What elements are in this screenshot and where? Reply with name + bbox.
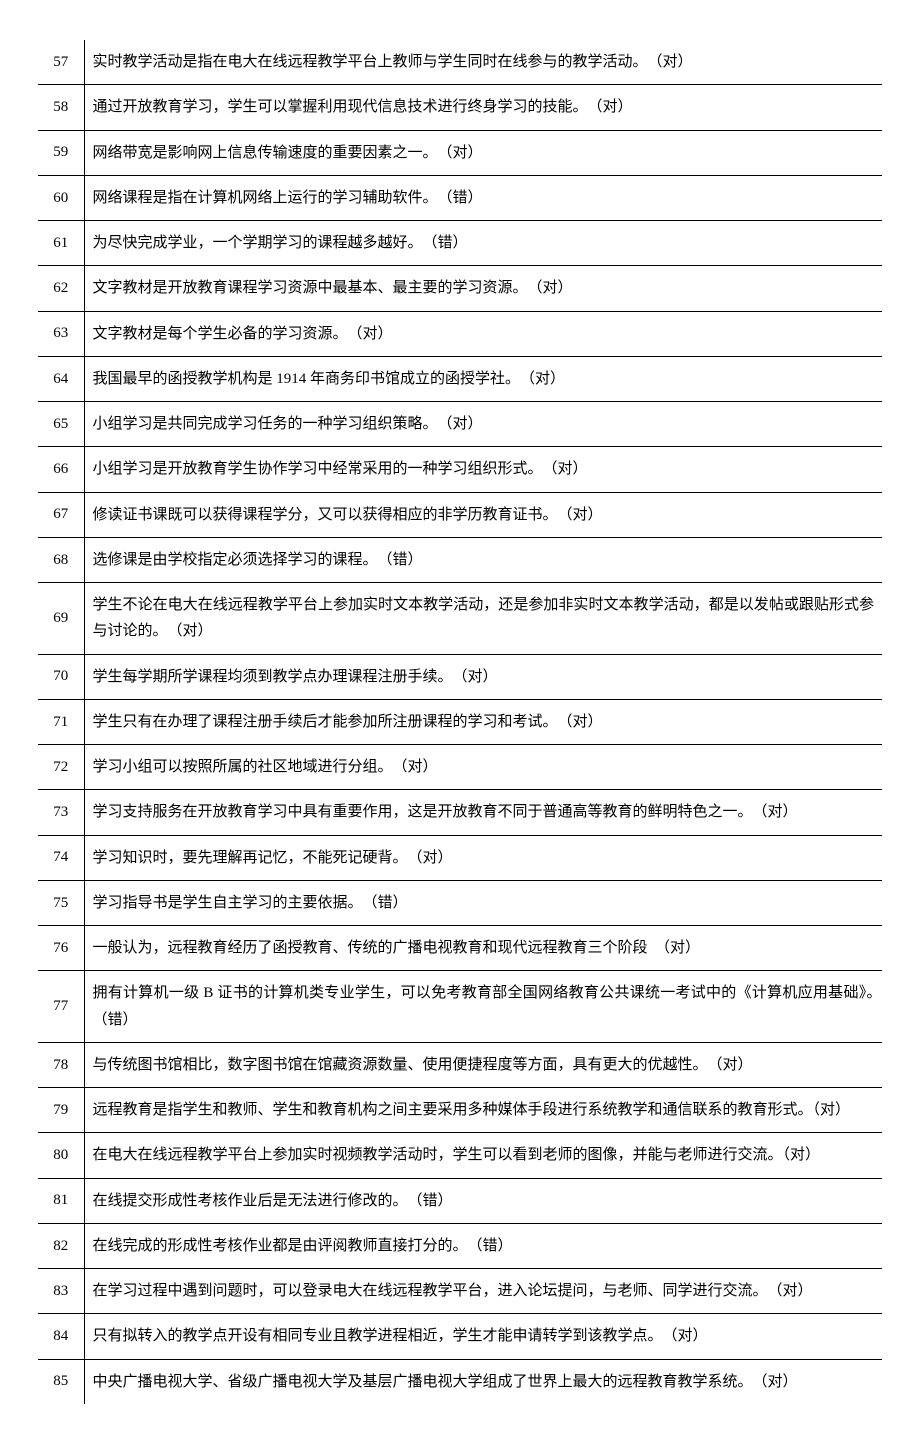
row-number: 67 [38, 492, 84, 537]
table-row: 63文字教材是每个学生必备的学习资源。 （对） [38, 311, 882, 356]
row-number: 69 [38, 583, 84, 655]
row-text: 远程教育是指学生和教师、学生和教育机构之间主要采用多种媒体手段进行系统教学和通信… [84, 1088, 882, 1133]
table-row: 75学习指导书是学生自主学习的主要依据。 （错） [38, 880, 882, 925]
table-row: 61为尽快完成学业，一个学期学习的课程越多越好。 （错） [38, 221, 882, 266]
row-text: 在线提交形成性考核作业后是无法进行修改的。 （错） [84, 1178, 882, 1223]
table-row: 64我国最早的函授教学机构是 1914 年商务印书馆成立的函授学社。 （对） [38, 356, 882, 401]
question-table: 57实时教学活动是指在电大在线远程教学平台上教师与学生同时在线参与的教学活动。 … [38, 40, 882, 1404]
row-number: 84 [38, 1314, 84, 1359]
row-number: 61 [38, 221, 84, 266]
table-row: 76一般认为，远程教育经历了函授教育、传统的广播电视教育和现代远程教育三个阶段 … [38, 926, 882, 971]
row-text: 学生不论在电大在线远程教学平台上参加实时文本教学活动，还是参加非实时文本教学活动… [84, 583, 882, 655]
row-number: 60 [38, 175, 84, 220]
row-text: 学生每学期所学课程均须到教学点办理课程注册手续。 （对） [84, 654, 882, 699]
row-text: 学习小组可以按照所属的社区地域进行分组。 （对） [84, 745, 882, 790]
row-text: 学生只有在办理了课程注册手续后才能参加所注册课程的学习和考试。 （对） [84, 699, 882, 744]
row-number: 81 [38, 1178, 84, 1223]
table-row: 65小组学习是共同完成学习任务的一种学习组织策略。 （对） [38, 402, 882, 447]
table-row: 73学习支持服务在开放教育学习中具有重要作用，这是开放教育不同于普通高等教育的鲜… [38, 790, 882, 835]
table-row: 85中央广播电视大学、省级广播电视大学及基层广播电视大学组成了世界上最大的远程教… [38, 1359, 882, 1404]
row-number: 78 [38, 1042, 84, 1087]
table-row: 82在线完成的形成性考核作业都是由评阅教师直接打分的。 （错） [38, 1223, 882, 1268]
table-row: 68选修课是由学校指定必须选择学习的课程。 （错） [38, 537, 882, 582]
row-number: 74 [38, 835, 84, 880]
row-number: 58 [38, 85, 84, 130]
row-number: 63 [38, 311, 84, 356]
table-row: 84只有拟转入的教学点开设有相同专业且教学进程相近，学生才能申请转学到该教学点。… [38, 1314, 882, 1359]
row-number: 70 [38, 654, 84, 699]
row-text: 文字教材是每个学生必备的学习资源。 （对） [84, 311, 882, 356]
row-text: 在线完成的形成性考核作业都是由评阅教师直接打分的。 （错） [84, 1223, 882, 1268]
row-number: 83 [38, 1269, 84, 1314]
row-text: 中央广播电视大学、省级广播电视大学及基层广播电视大学组成了世界上最大的远程教育教… [84, 1359, 882, 1404]
row-number: 68 [38, 537, 84, 582]
row-number: 66 [38, 447, 84, 492]
table-row: 81在线提交形成性考核作业后是无法进行修改的。 （错） [38, 1178, 882, 1223]
table-row: 66小组学习是开放教育学生协作学习中经常采用的一种学习组织形式。 （对） [38, 447, 882, 492]
row-number: 73 [38, 790, 84, 835]
row-number: 82 [38, 1223, 84, 1268]
row-text: 文字教材是开放教育课程学习资源中最基本、最主要的学习资源。 （对） [84, 266, 882, 311]
table-row: 72学习小组可以按照所属的社区地域进行分组。 （对） [38, 745, 882, 790]
row-text: 修读证书课既可以获得课程学分，又可以获得相应的非学历教育证书。 （对） [84, 492, 882, 537]
row-text: 在学习过程中遇到问题时，可以登录电大在线远程教学平台，进入论坛提问，与老师、同学… [84, 1269, 882, 1314]
row-number: 85 [38, 1359, 84, 1404]
row-number: 59 [38, 130, 84, 175]
row-text: 一般认为，远程教育经历了函授教育、传统的广播电视教育和现代远程教育三个阶段 （对… [84, 926, 882, 971]
table-row: 74学习知识时，要先理解再记忆，不能死记硬背。 （对） [38, 835, 882, 880]
table-row: 77拥有计算机一级 B 证书的计算机类专业学生，可以免考教育部全国网络教育公共课… [38, 971, 882, 1043]
row-number: 80 [38, 1133, 84, 1178]
row-text: 学习知识时，要先理解再记忆，不能死记硬背。 （对） [84, 835, 882, 880]
row-text: 通过开放教育学习，学生可以掌握利用现代信息技术进行终身学习的技能。 （对） [84, 85, 882, 130]
row-number: 77 [38, 971, 84, 1043]
table-row: 60网络课程是指在计算机网络上运行的学习辅助软件。 （错） [38, 175, 882, 220]
table-row: 71学生只有在办理了课程注册手续后才能参加所注册课程的学习和考试。 （对） [38, 699, 882, 744]
row-text: 在电大在线远程教学平台上参加实时视频教学活动时，学生可以看到老师的图像，并能与老… [84, 1133, 882, 1178]
row-text: 为尽快完成学业，一个学期学习的课程越多越好。 （错） [84, 221, 882, 266]
row-text: 小组学习是开放教育学生协作学习中经常采用的一种学习组织形式。 （对） [84, 447, 882, 492]
row-number: 57 [38, 40, 84, 85]
table-row: 62文字教材是开放教育课程学习资源中最基本、最主要的学习资源。 （对） [38, 266, 882, 311]
row-text: 与传统图书馆相比，数字图书馆在馆藏资源数量、使用便捷程度等方面，具有更大的优越性… [84, 1042, 882, 1087]
row-number: 62 [38, 266, 84, 311]
table-row: 78与传统图书馆相比，数字图书馆在馆藏资源数量、使用便捷程度等方面，具有更大的优… [38, 1042, 882, 1087]
row-text: 我国最早的函授教学机构是 1914 年商务印书馆成立的函授学社。 （对） [84, 356, 882, 401]
table-row: 80在电大在线远程教学平台上参加实时视频教学活动时，学生可以看到老师的图像，并能… [38, 1133, 882, 1178]
row-number: 75 [38, 880, 84, 925]
table-row: 70学生每学期所学课程均须到教学点办理课程注册手续。 （对） [38, 654, 882, 699]
table-row: 83在学习过程中遇到问题时，可以登录电大在线远程教学平台，进入论坛提问，与老师、… [38, 1269, 882, 1314]
row-text: 小组学习是共同完成学习任务的一种学习组织策略。 （对） [84, 402, 882, 447]
table-row: 69学生不论在电大在线远程教学平台上参加实时文本教学活动，还是参加非实时文本教学… [38, 583, 882, 655]
table-row: 79远程教育是指学生和教师、学生和教育机构之间主要采用多种媒体手段进行系统教学和… [38, 1088, 882, 1133]
table-row: 58通过开放教育学习，学生可以掌握利用现代信息技术进行终身学习的技能。 （对） [38, 85, 882, 130]
row-text: 拥有计算机一级 B 证书的计算机类专业学生，可以免考教育部全国网络教育公共课统一… [84, 971, 882, 1043]
row-number: 76 [38, 926, 84, 971]
row-number: 72 [38, 745, 84, 790]
row-number: 64 [38, 356, 84, 401]
row-text: 只有拟转入的教学点开设有相同专业且教学进程相近，学生才能申请转学到该教学点。 （… [84, 1314, 882, 1359]
row-text: 网络带宽是影响网上信息传输速度的重要因素之一。 （对） [84, 130, 882, 175]
row-text: 选修课是由学校指定必须选择学习的课程。 （错） [84, 537, 882, 582]
row-text: 学习指导书是学生自主学习的主要依据。 （错） [84, 880, 882, 925]
row-number: 65 [38, 402, 84, 447]
table-row: 57实时教学活动是指在电大在线远程教学平台上教师与学生同时在线参与的教学活动。 … [38, 40, 882, 85]
table-row: 67修读证书课既可以获得课程学分，又可以获得相应的非学历教育证书。 （对） [38, 492, 882, 537]
table-row: 59网络带宽是影响网上信息传输速度的重要因素之一。 （对） [38, 130, 882, 175]
row-number: 79 [38, 1088, 84, 1133]
row-text: 实时教学活动是指在电大在线远程教学平台上教师与学生同时在线参与的教学活动。 （对… [84, 40, 882, 85]
row-text: 学习支持服务在开放教育学习中具有重要作用，这是开放教育不同于普通高等教育的鲜明特… [84, 790, 882, 835]
row-number: 71 [38, 699, 84, 744]
row-text: 网络课程是指在计算机网络上运行的学习辅助软件。 （错） [84, 175, 882, 220]
